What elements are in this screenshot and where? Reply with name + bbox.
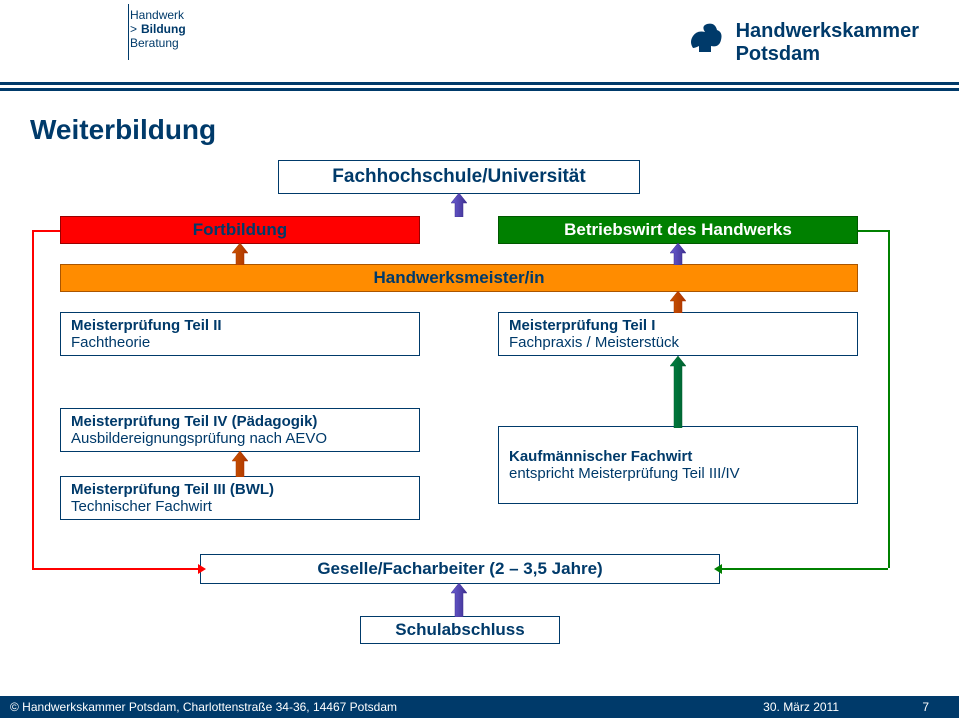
header-divider (128, 4, 129, 60)
brand-text: Handwerkskammer Potsdam (736, 20, 919, 66)
box-betriebswirt: Betriebswirt des Handwerks (498, 216, 858, 244)
arrow-5 (670, 356, 686, 428)
connector-1-hb (720, 568, 888, 570)
arrow-4 (232, 451, 248, 477)
arrow-6 (451, 583, 467, 617)
nav-beratung: Beratung (130, 36, 186, 50)
footer-page: 7 (922, 700, 929, 714)
brand-line2: Potsdam (736, 43, 919, 66)
brand-line1: Handwerkskammer (736, 20, 919, 43)
arrow-1 (670, 243, 686, 265)
connector-0-head (198, 564, 206, 574)
footer: © Handwerkskammer Potsdam, Charlottenstr… (0, 696, 959, 718)
box-mp4: Meisterprüfung Teil IV (Pädagogik)Ausbil… (60, 408, 420, 452)
arrow-0 (451, 193, 467, 217)
nav-bildung: Bildung (141, 22, 186, 36)
footer-date: 30. März 2011 (763, 700, 839, 714)
connector-0-v (32, 230, 34, 568)
arrow-3 (670, 291, 686, 313)
diagram-canvas: Weiterbildung Fachhochschule/Universität… (0, 100, 959, 660)
header-rule-1 (0, 82, 959, 85)
nav-arrow: > (130, 22, 137, 36)
connector-1-v (888, 230, 890, 568)
footer-left: © Handwerkskammer Potsdam, Charlottenstr… (10, 700, 397, 714)
box-mp3: Meisterprüfung Teil III (BWL)Technischer… (60, 476, 420, 520)
page-title: Weiterbildung (30, 114, 216, 146)
connector-1-ht (858, 230, 888, 232)
brand-logo-icon (685, 18, 725, 59)
box-schul: Schulabschluss (360, 616, 560, 644)
connector-0-hb (32, 568, 200, 570)
nav-handwerk: Handwerk (130, 8, 186, 22)
header-rule-2 (0, 88, 959, 91)
connector-0-ht (32, 230, 60, 232)
header-nav: Handwerk > Bildung Beratung (130, 8, 186, 50)
box-fh: Fachhochschule/Universität (278, 160, 640, 194)
arrow-2 (232, 243, 248, 265)
box-fortbildung: Fortbildung (60, 216, 420, 244)
box-mp1: Meisterprüfung Teil IFachpraxis / Meiste… (498, 312, 858, 356)
box-mp2: Meisterprüfung Teil IIFachtheorie (60, 312, 420, 356)
box-hwmeister: Handwerksmeister/in (60, 264, 858, 292)
connector-1-head (714, 564, 722, 574)
box-geselle: Geselle/Facharbeiter (2 – 3,5 Jahre) (200, 554, 720, 584)
box-kfw: Kaufmännischer Fachwirtentspricht Meiste… (498, 426, 858, 504)
header: Handwerk > Bildung Beratung Handwerkskamm… (0, 0, 959, 76)
